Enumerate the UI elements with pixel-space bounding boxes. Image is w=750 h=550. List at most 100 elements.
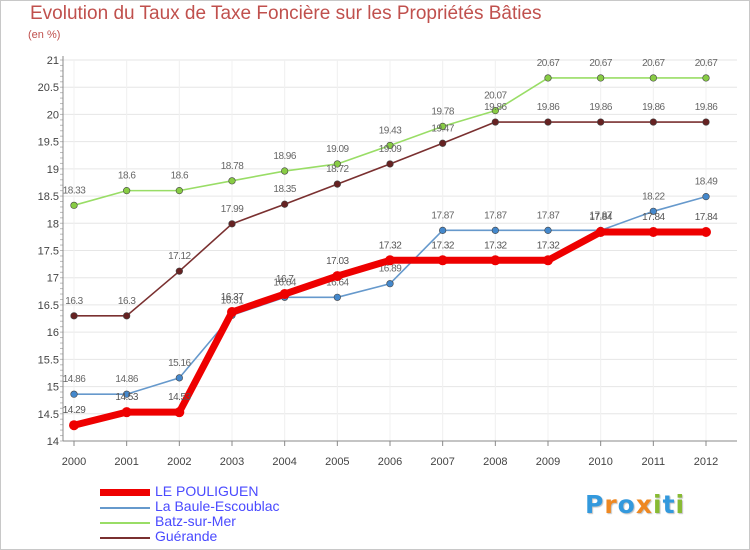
data-point: [597, 74, 605, 82]
data-point: [333, 180, 341, 188]
data-label: 17.32: [431, 240, 454, 251]
data-label: 17.87: [589, 210, 612, 221]
data-point: [490, 255, 501, 266]
data-label: 20.67: [642, 58, 665, 69]
data-point: [175, 374, 183, 382]
data-label: 20.07: [484, 91, 507, 102]
data-point: [175, 187, 183, 195]
legend-label: LE POULIGUEN: [155, 483, 259, 499]
data-point: [544, 118, 552, 126]
logo-letter: i: [675, 490, 686, 519]
data-label: 19.09: [326, 144, 349, 155]
x-tick-label: 2001: [114, 456, 138, 468]
data-label: 18.35: [273, 184, 296, 195]
data-label: 20.67: [695, 58, 718, 69]
x-tick-label: 2007: [430, 456, 454, 468]
data-label: 17.84: [695, 212, 718, 223]
data-label: 17.03: [326, 256, 349, 267]
y-tick-label: 17: [47, 273, 59, 285]
data-point: [174, 407, 185, 418]
data-label: 16.64: [326, 277, 349, 288]
data-label: 14.53: [115, 392, 138, 403]
x-tick-label: 2002: [167, 456, 191, 468]
data-label: 19.86: [484, 102, 507, 113]
data-point: [70, 201, 78, 209]
data-label: 15.16: [168, 358, 191, 369]
data-label: 18.72: [326, 164, 349, 175]
data-label: 16.3: [118, 296, 136, 307]
data-point: [123, 187, 131, 195]
data-label: 14.86: [115, 374, 138, 385]
data-point: [386, 160, 394, 168]
data-point: [439, 122, 447, 131]
x-tick-label: 2006: [378, 456, 402, 468]
data-point: [227, 307, 237, 318]
data-label: 18.78: [221, 161, 244, 172]
y-tick-label: 15: [47, 382, 59, 394]
data-label: 17.87: [484, 210, 507, 221]
logo-letter: i: [653, 490, 663, 519]
y-tick-label: 19.5: [38, 137, 59, 149]
x-tick-label: 2012: [694, 456, 718, 468]
data-label: 18.22: [642, 191, 665, 202]
data-label: 18.6: [118, 171, 136, 182]
data-point: [70, 390, 78, 398]
y-tick-label: 18: [47, 218, 59, 230]
data-point: [386, 141, 394, 150]
data-point: [121, 407, 132, 418]
logo-letter: r: [604, 490, 618, 519]
data-point: [491, 118, 499, 126]
data-label: 16.37: [221, 292, 244, 303]
legend-label: Guérande: [155, 528, 218, 544]
x-tick-label: 2009: [536, 456, 560, 468]
data-label: 19.78: [431, 106, 454, 117]
y-tick-label: 14.5: [38, 409, 59, 421]
data-point: [491, 107, 499, 115]
data-label: 17.32: [537, 240, 560, 251]
data-point: [333, 160, 341, 168]
x-tick-label: 2005: [325, 456, 349, 468]
data-point: [437, 255, 448, 266]
data-label: 17.87: [431, 210, 454, 221]
data-label: 16.64: [273, 277, 296, 288]
y-tick-label: 16.5: [38, 300, 59, 312]
data-point: [281, 200, 289, 208]
data-label: 18.96: [273, 151, 296, 162]
y-tick-label: 19: [47, 164, 59, 176]
data-point: [491, 226, 499, 234]
data-label: 17.32: [379, 240, 402, 251]
data-label: 17.32: [484, 240, 507, 251]
chart-subtitle: (en %): [28, 29, 61, 41]
y-tick-label: 21: [47, 55, 59, 67]
data-point: [385, 255, 395, 266]
legend-swatch-la-baule-escoublac: [100, 506, 150, 509]
data-label: 18.49: [695, 177, 718, 188]
data-point: [281, 167, 289, 175]
data-point: [175, 267, 183, 275]
data-point: [70, 312, 78, 320]
data-point: [595, 226, 606, 237]
logo-letter: x: [635, 490, 653, 519]
data-point: [648, 226, 659, 237]
y-tick-label: 20: [47, 109, 59, 121]
legend-label: Batz-sur-Mer: [155, 513, 236, 529]
data-label: 19.86: [642, 102, 665, 113]
data-point: [279, 289, 290, 300]
data-label: 19.86: [589, 102, 612, 113]
data-point: [228, 177, 236, 185]
data-point: [597, 118, 605, 126]
data-label: 19.09: [379, 144, 402, 155]
data-label: 20.67: [589, 58, 612, 69]
data-label: 14.53: [168, 392, 191, 403]
data-point: [649, 74, 657, 82]
data-label: 17.12: [168, 251, 191, 262]
data-label: 17.84: [642, 212, 665, 223]
x-tick-label: 2003: [220, 456, 244, 468]
data-point: [123, 390, 131, 398]
data-label: 16.89: [379, 264, 402, 275]
x-tick-label: 2000: [62, 456, 86, 468]
data-point: [439, 226, 447, 234]
x-tick-label: 2011: [642, 456, 666, 468]
